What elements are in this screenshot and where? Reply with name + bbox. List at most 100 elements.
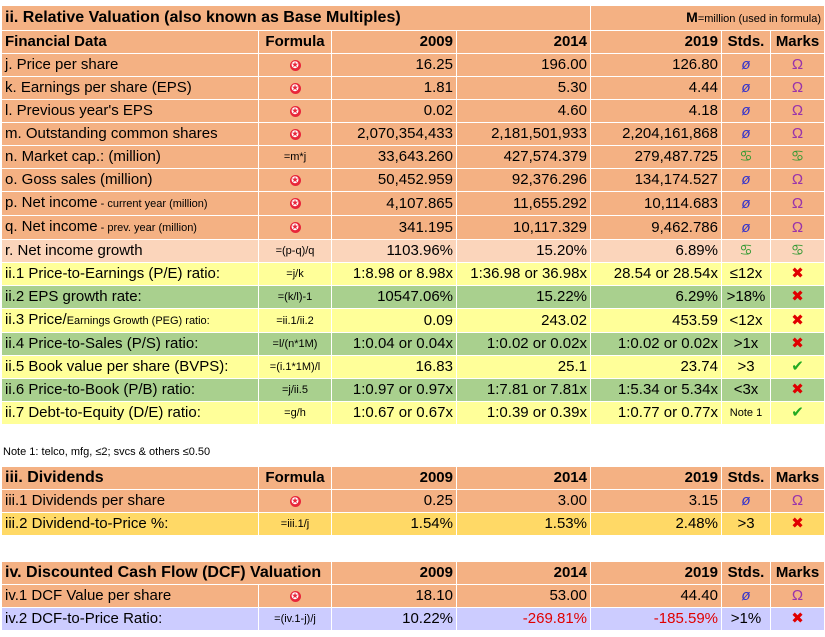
value-2009: 1:0.67 or 0.67x [331, 401, 457, 425]
header-2019: 2019 [590, 30, 722, 54]
formula-cell: =j/ii.5 [258, 378, 332, 402]
value-2014: 1:0.02 or 0.02x [456, 332, 591, 356]
value-2019: 28.54 or 28.54x [590, 262, 722, 286]
ratio-row: ii.5 Book value per share (BVPS): =(i.1*1… [1, 355, 825, 379]
dcf-header-stds: Stds. [721, 561, 771, 585]
dcf-row: iv.1 DCF Value per share ✪ 18.10 53.00 44.40… [1, 584, 825, 608]
mark-cell: Ω [770, 191, 825, 216]
value-2009: 1:0.04 or 0.04x [331, 332, 457, 356]
formula-cell: ✪ [258, 191, 332, 216]
ratio-row: ii.4 Price-to-Sales (P/S) ratio: =l/(n*1M… [1, 332, 825, 356]
formula-cell: =(iv.1-j)/j [258, 607, 332, 631]
dcf-row: iv.2 DCF-to-Price Ratio: =(iv.1-j)/j 10.22… [1, 607, 825, 631]
value-2014: 92,376.296 [456, 168, 591, 192]
formula-cell: ✪ [258, 99, 332, 123]
mark-cell: Ω [770, 122, 825, 146]
value-2019: 23.74 [590, 355, 722, 379]
value-2014: 15.22% [456, 285, 591, 309]
header-stds: Stds. [721, 30, 771, 54]
value-2009: 2,070,354,433 [331, 122, 457, 146]
value-2014: 25.1 [456, 355, 591, 379]
value-2009: 0.09 [331, 308, 457, 333]
mark-cell: Ω [770, 99, 825, 123]
value-2009: 16.25 [331, 53, 457, 77]
row-label: iv.1 DCF Value per share [1, 584, 259, 608]
row-label: iii.2 Dividend-to-Price %: [1, 512, 259, 536]
input-data-icon: ✪ [289, 105, 301, 117]
row-label: j. Price per share [1, 53, 259, 77]
dividends-header-formula: Formula [258, 466, 332, 490]
mark-cell: ✔ [770, 401, 825, 425]
value-2014: 10,117.329 [456, 215, 591, 240]
financial-row: n. Market cap.: (million) =m*j 33,643.260 4… [1, 145, 825, 169]
header-financial-data: Financial Data [1, 30, 259, 54]
financial-row: k. Earnings per share (EPS) ✪ 1.81 5.30 4.44… [1, 76, 825, 100]
row-label: p. Net income - current year (million) [1, 191, 259, 216]
std-cell: ø [721, 168, 771, 192]
relative-valuation-table: ii. Relative Valuation (also known as Ba… [1, 5, 825, 425]
financial-row: o. Goss sales (million) ✪ 50,452.959 92,376… [1, 168, 825, 192]
row-label: ii.5 Book value per share (BVPS): [1, 355, 259, 379]
dividend-row: iii.2 Dividend-to-Price %: =iii.1/j 1.54% 1… [1, 512, 825, 536]
value-2019: 2,204,161,868 [590, 122, 722, 146]
formula-cell: ✪ [258, 584, 332, 608]
mark-cell: Ω [770, 489, 825, 513]
header-formula: Formula [258, 30, 332, 54]
formula-cell: ✪ [258, 168, 332, 192]
value-2019: 6.89% [590, 239, 722, 263]
value-2019: 44.40 [590, 584, 722, 608]
value-2019: 6.29% [590, 285, 722, 309]
formula-cell: =m*j [258, 145, 332, 169]
value-2009: 1103.96% [331, 239, 457, 263]
value-2014: 3.00 [456, 489, 591, 513]
std-cell: ø [721, 76, 771, 100]
mark-cell: Ω [770, 76, 825, 100]
std-cell: ø [721, 489, 771, 513]
formula-cell: =g/h [258, 401, 332, 425]
dcf-header-2019: 2019 [590, 561, 722, 585]
std-cell: <3x [721, 378, 771, 402]
dividends-header-stds: Stds. [721, 466, 771, 490]
value-2009: 0.02 [331, 99, 457, 123]
mark-cell: ♋ [770, 239, 825, 263]
value-2019: 9,462.786 [590, 215, 722, 240]
value-2019: 1:5.34 or 5.34x [590, 378, 722, 402]
std-cell: >3 [721, 355, 771, 379]
header-2014: 2014 [456, 30, 591, 54]
ratio-row: ii.2 EPS growth rate: =(k/l)-1 10547.06% 15… [1, 285, 825, 309]
value-2019: 1:0.02 or 0.02x [590, 332, 722, 356]
section-title-row: ii. Relative Valuation (also known as Ba… [1, 5, 825, 31]
financial-row: j. Price per share ✪ 16.25 196.00 126.80 ø Ω [1, 53, 825, 77]
value-2019: 10,114.683 [590, 191, 722, 216]
formula-cell: =iii.1/j [258, 512, 332, 536]
ratio-row: ii.3 Price/Earnings Growth (PEG) ratio: =… [1, 308, 825, 333]
value-2019: 453.59 [590, 308, 722, 333]
value-2019: 4.18 [590, 99, 722, 123]
formula-cell: =ii.1/ii.2 [258, 308, 332, 333]
row-label: ii.4 Price-to-Sales (P/S) ratio: [1, 332, 259, 356]
value-2014: 1:7.81 or 7.81x [456, 378, 591, 402]
value-2019: 134,174.527 [590, 168, 722, 192]
input-data-icon: ✪ [289, 59, 301, 71]
million-note: M=million (used in formula) [590, 5, 825, 31]
std-cell: ♋ [721, 145, 771, 169]
footnote: Note 1: telco, mfg, ≤2; svcs & others ≤0… [3, 446, 211, 458]
row-label: ii.3 Price/Earnings Growth (PEG) ratio: [1, 308, 259, 333]
row-label: ii.1 Price-to-Earnings (P/E) ratio: [1, 262, 259, 286]
formula-cell: =(k/l)-1 [258, 285, 332, 309]
value-2009: 1.81 [331, 76, 457, 100]
std-cell: >1% [721, 607, 771, 631]
dividend-row: iii.1 Dividends per share ✪ 0.25 3.00 3.15 ø Ω [1, 489, 825, 513]
formula-cell: ✪ [258, 53, 332, 77]
value-2009: 1:0.97 or 0.97x [331, 378, 457, 402]
std-cell: ø [721, 191, 771, 216]
value-2009: 341.195 [331, 215, 457, 240]
value-2014: 1:0.39 or 0.39x [456, 401, 591, 425]
financial-row: r. Net income growth =(p-q)/q 1103.96% 15.2… [1, 239, 825, 263]
dcf-header-row: iv. Discounted Cash Flow (DCF) Valuation… [1, 561, 825, 585]
dcf-header-2014: 2014 [456, 561, 591, 585]
std-cell: ø [721, 99, 771, 123]
mark-cell: ✖ [770, 285, 825, 309]
dividends-header-2019: 2019 [590, 466, 722, 490]
input-data-icon: ✪ [289, 128, 301, 140]
